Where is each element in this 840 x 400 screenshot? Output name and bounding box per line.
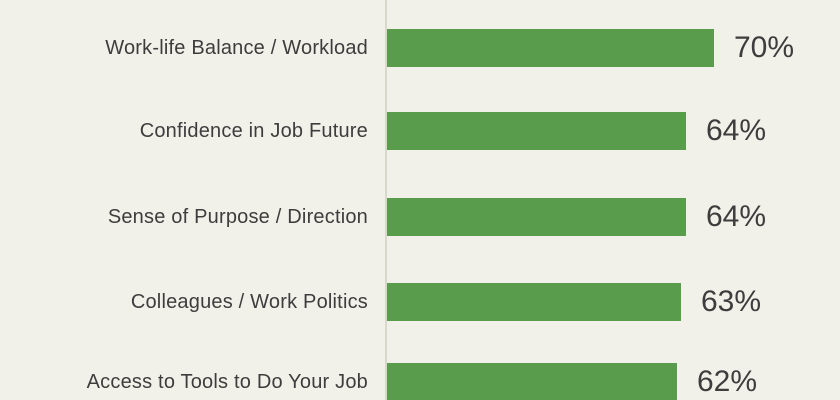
chart-row: Confidence in Job Future 64%	[0, 112, 840, 150]
bar	[387, 283, 681, 321]
value-label: 70%	[734, 31, 795, 64]
category-label: Access to Tools to Do Your Job	[86, 370, 368, 393]
chart-row: Sense of Purpose / Direction 64%	[0, 198, 840, 236]
category-label: Sense of Purpose / Direction	[107, 205, 368, 228]
y-axis-line	[385, 0, 387, 400]
category-label: Colleagues / Work Politics	[130, 290, 368, 313]
chart-row: Work-life Balance / Workload 70%	[0, 29, 840, 67]
bar	[387, 363, 677, 400]
value-label: 62%	[697, 365, 758, 398]
value-label: 64%	[706, 200, 767, 233]
bar	[387, 112, 686, 150]
value-label: 63%	[701, 285, 762, 318]
chart-row: Colleagues / Work Politics 63%	[0, 283, 840, 321]
bar	[387, 29, 714, 67]
chart-row: Access to Tools to Do Your Job 62%	[0, 363, 840, 400]
category-label: Work-life Balance / Workload	[105, 36, 368, 59]
category-label: Confidence in Job Future	[139, 119, 368, 142]
bar	[387, 198, 686, 236]
value-label: 64%	[706, 114, 767, 147]
